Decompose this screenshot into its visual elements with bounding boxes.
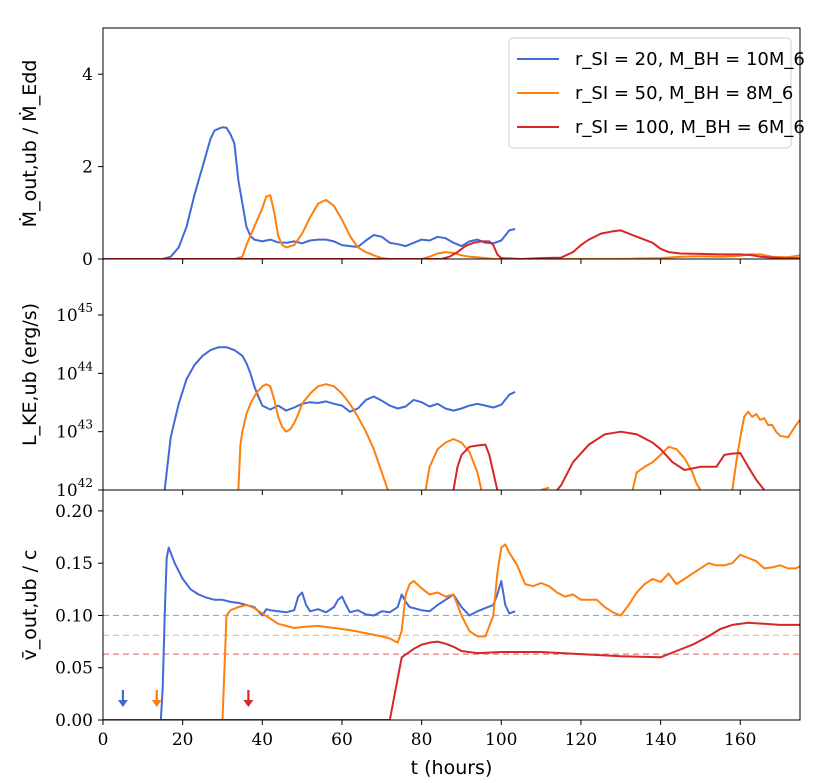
arrow-head <box>151 700 162 707</box>
y-axis-label: v̄_out,ub / c <box>19 550 41 661</box>
x-axis-label: t (hours) <box>411 757 493 779</box>
x-tick-label: 120 <box>565 730 597 750</box>
arrow-head <box>243 700 254 707</box>
x-tick-label: 0 <box>98 730 109 750</box>
onset-arrow <box>117 690 128 707</box>
series-line <box>103 194 800 259</box>
legend-label: r_SI = 20, M_BH = 10M_6 <box>575 49 805 70</box>
legend: r_SI = 20, M_BH = 10M_6 r_SI = 50, M_BH =… <box>508 37 805 149</box>
onset-arrow <box>151 690 162 707</box>
x-tick-label: 80 <box>411 730 433 750</box>
panel-bottom: 0.00 0.05 0.10 0.15 0.20 0 20 40 60 80 100 120 140 16… <box>19 489 801 779</box>
y-axis-label: Ṁ_out,ub / Ṁ_Edd <box>18 60 41 228</box>
legend-frame <box>508 37 792 149</box>
panel-middle: 1042 1043 1044 1045 L_KE,ub (erg/s) <box>19 258 801 501</box>
y-tick-label: 0.15 <box>55 554 93 574</box>
x-tick-label: 160 <box>724 730 756 750</box>
series-line <box>103 126 516 259</box>
y-tick-label: 2 <box>82 158 93 178</box>
y-tick-label: 1043 <box>56 418 93 443</box>
series-line <box>631 445 702 490</box>
y-tick-label: 0.00 <box>55 711 93 731</box>
series-line <box>163 346 516 490</box>
series-line <box>452 443 499 490</box>
series-line <box>103 546 516 720</box>
y-tick-label: 4 <box>82 65 93 85</box>
panel-frame <box>102 258 801 491</box>
y-tick-label: 1042 <box>56 476 93 501</box>
series-line <box>237 383 389 490</box>
series-line <box>103 621 800 720</box>
x-tick-label: 20 <box>172 730 194 750</box>
arrow-head <box>117 700 128 707</box>
series-line <box>556 430 765 490</box>
series-line <box>103 229 800 259</box>
y-axis-label: L_KE,ub (erg/s) <box>19 303 41 446</box>
y-tick-label: 0 <box>82 250 93 270</box>
y-tick-label: 1045 <box>56 301 93 326</box>
y-tick-label: 0.10 <box>55 606 93 626</box>
x-tick-label: 60 <box>331 730 353 750</box>
onset-arrow <box>243 690 254 707</box>
x-tick-label: 40 <box>251 730 273 750</box>
series-line <box>103 543 800 720</box>
panel-frame <box>102 489 801 721</box>
legend-label: r_SI = 50, M_BH = 8M_6 <box>575 83 793 104</box>
x-tick-label: 100 <box>485 730 517 750</box>
series-line <box>424 438 483 490</box>
y-tick-label: 0.20 <box>55 502 93 522</box>
y-tick-label: 1044 <box>56 359 93 384</box>
legend-label: r_SI = 100, M_BH = 6M_6 <box>575 117 805 138</box>
x-tick-label: 140 <box>644 730 676 750</box>
panel-top: 0 2 4 Ṁ_out,ub / Ṁ_Edd <box>18 27 801 270</box>
y-tick-label: 0.05 <box>55 659 93 679</box>
series-line <box>731 410 800 490</box>
